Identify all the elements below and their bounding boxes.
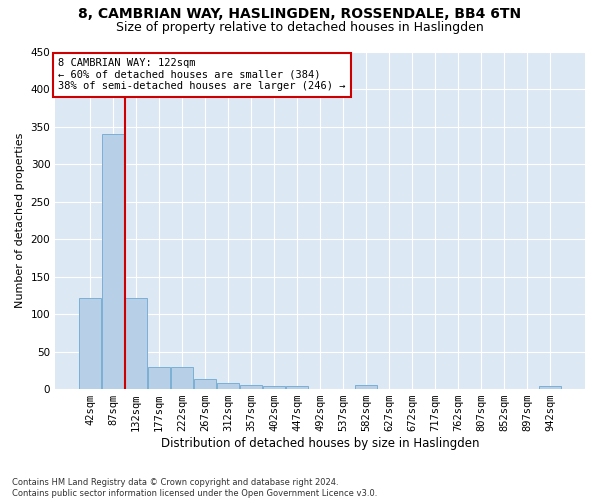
Bar [286,386,308,389]
Text: 8, CAMBRIAN WAY, HASLINGDEN, ROSSENDALE, BB4 6TN: 8, CAMBRIAN WAY, HASLINGDEN, ROSSENDALE,… [79,8,521,22]
Text: Size of property relative to detached houses in Haslingden: Size of property relative to detached ho… [116,21,484,34]
Bar [171,368,193,389]
Text: Contains HM Land Registry data © Crown copyright and database right 2024.
Contai: Contains HM Land Registry data © Crown c… [12,478,377,498]
Bar [148,368,170,389]
Bar [194,378,216,389]
Bar [355,386,377,389]
Bar [102,134,124,389]
Text: 8 CAMBRIAN WAY: 122sqm
← 60% of detached houses are smaller (384)
38% of semi-de: 8 CAMBRIAN WAY: 122sqm ← 60% of detached… [58,58,346,92]
Bar [79,298,101,389]
Bar [263,386,285,389]
Bar [217,383,239,389]
X-axis label: Distribution of detached houses by size in Haslingden: Distribution of detached houses by size … [161,437,479,450]
Bar [125,298,147,389]
Bar [539,386,561,389]
Bar [240,384,262,389]
Y-axis label: Number of detached properties: Number of detached properties [15,132,25,308]
